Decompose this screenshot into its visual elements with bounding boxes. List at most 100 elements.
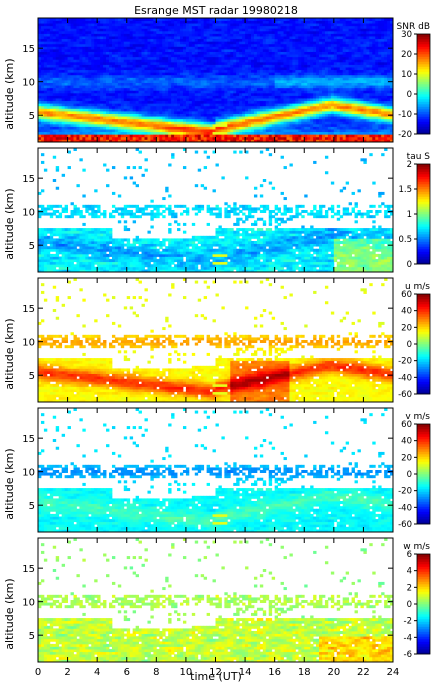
heatmap-cell (100, 108, 104, 112)
heatmap-cell (327, 61, 332, 65)
heatmap-cell (227, 69, 231, 73)
heatmap-cell (322, 54, 326, 58)
heatmap-cell (177, 54, 181, 58)
heatmap-cell (330, 67, 335, 71)
heatmap-cell (209, 126, 213, 130)
heatmap-cell (103, 46, 107, 50)
heatmap-cell (239, 134, 243, 138)
heatmap-cell (109, 59, 113, 63)
heatmap-cell (103, 54, 107, 58)
heatmap-cell (153, 136, 157, 140)
heatmap-cell (224, 82, 228, 86)
heatmap-cell (304, 131, 308, 135)
heatmap-cell (256, 59, 261, 63)
heatmap-cell (277, 103, 281, 107)
heatmap-cell (227, 61, 231, 65)
heatmap-cell (129, 41, 134, 45)
heatmap-cell (182, 23, 187, 27)
heatmap-cell (295, 95, 299, 99)
heatmap-cell (38, 98, 42, 102)
heatmap-cell (224, 72, 228, 76)
heatmap-cell (316, 87, 320, 91)
heatmap-cell (319, 67, 323, 71)
heatmap-cell (97, 30, 101, 34)
heatmap-cell (85, 131, 89, 135)
heatmap-cell (111, 36, 116, 40)
heatmap-cell (138, 59, 142, 63)
heatmap-cell (73, 46, 77, 50)
heatmap-cell (88, 139, 92, 143)
heatmap-cell (132, 105, 137, 109)
heatmap-cell (91, 61, 95, 65)
heatmap-cell (313, 72, 317, 76)
heatmap-cell (55, 64, 60, 68)
heatmap-cell (147, 74, 151, 78)
heatmap-cell (94, 23, 98, 27)
heatmap-cell (262, 136, 267, 140)
heatmap-cell (91, 111, 95, 114)
heatmap-cell (236, 111, 240, 114)
heatmap-cell (271, 103, 276, 107)
heatmap-cell (120, 23, 125, 27)
heatmap-cell (55, 103, 60, 107)
heatmap-cell (324, 113, 329, 117)
heatmap-cell (91, 46, 95, 50)
heatmap-cell (67, 74, 71, 78)
heatmap-cell (129, 126, 134, 130)
heatmap-cell (221, 129, 225, 133)
heatmap-cell (180, 33, 184, 37)
heatmap-cell (82, 85, 86, 89)
heatmap-cell (100, 90, 104, 94)
heatmap-cell (49, 118, 54, 122)
heatmap-cell (162, 33, 166, 37)
heatmap-cell (64, 90, 68, 94)
heatmap-cell (94, 74, 98, 78)
heatmap-cell (203, 121, 208, 125)
heatmap-cell (310, 103, 314, 107)
heatmap-cell (61, 123, 66, 127)
heatmap-cell (256, 118, 261, 122)
heatmap-cell (61, 46, 66, 50)
heatmap-cell (162, 82, 166, 86)
heatmap-cell (286, 64, 290, 68)
heatmap-cell (289, 49, 293, 52)
heatmap-cell (159, 36, 163, 40)
heatmap-cell (203, 123, 208, 127)
heatmap-cell (230, 56, 234, 60)
heatmap-cell (262, 131, 267, 135)
heatmap-cell (43, 72, 48, 76)
heatmap-cell (248, 77, 252, 81)
heatmap-cell (76, 95, 80, 99)
heatmap-cell (156, 126, 160, 130)
heatmap-cell (265, 82, 270, 86)
heatmap-cell (156, 51, 160, 55)
heatmap-cell (182, 126, 187, 130)
heatmap-cell (147, 136, 151, 140)
heatmap-cell (259, 98, 264, 102)
heatmap-cell (177, 46, 181, 50)
heatmap-cell (212, 20, 216, 24)
heatmap-cell (97, 129, 101, 133)
heatmap-cell (126, 49, 131, 52)
heatmap-cell (67, 134, 71, 138)
heatmap-cell (85, 108, 89, 112)
heatmap-cell (52, 134, 57, 138)
heatmap-cell (304, 113, 308, 117)
heatmap-cell (168, 105, 172, 109)
heatmap-cell (339, 100, 344, 104)
heatmap-cell (46, 77, 51, 81)
heatmap-cell (253, 54, 258, 58)
heatmap-cell (245, 64, 249, 68)
heatmap-cell (215, 95, 219, 99)
heatmap-cell (156, 121, 160, 125)
heatmap-cell (191, 123, 196, 127)
heatmap-cell (191, 69, 196, 73)
heatmap-cell (153, 23, 157, 27)
heatmap-cell (150, 90, 154, 94)
heatmap-cell (313, 116, 317, 120)
heatmap-cell (280, 98, 284, 102)
heatmap-cell (304, 87, 308, 91)
heatmap-cell (49, 77, 54, 81)
heatmap-cell (159, 38, 163, 42)
heatmap-cell (111, 23, 116, 27)
